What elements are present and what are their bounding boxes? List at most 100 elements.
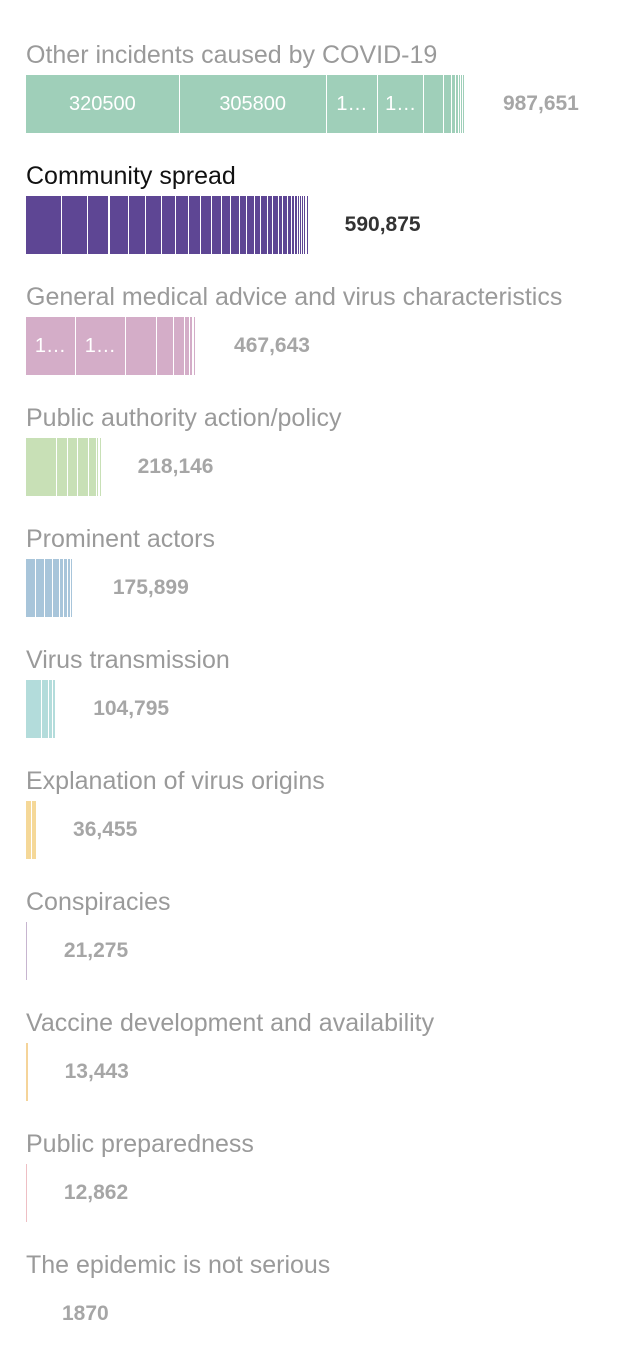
bar-segment[interactable] — [189, 196, 202, 254]
bar-segment[interactable] — [222, 196, 232, 254]
bar-segment[interactable] — [194, 317, 196, 375]
bar-segment[interactable] — [55, 680, 58, 738]
bar-segment[interactable] — [109, 196, 129, 254]
bar-segment[interactable] — [68, 559, 71, 617]
bar-segment[interactable] — [75, 559, 77, 617]
bar-segment[interactable] — [89, 438, 97, 496]
bar-segment[interactable] — [161, 196, 177, 254]
bar-segment[interactable] — [59, 559, 65, 617]
category-bar[interactable]: 320500 305800 1… 1… — [26, 75, 467, 133]
bar-segment[interactable] — [52, 559, 60, 617]
bar-segment[interactable] — [96, 438, 99, 496]
bar-segment[interactable] — [300, 196, 303, 254]
bar-segment[interactable] — [287, 196, 292, 254]
category-bar[interactable] — [26, 1164, 28, 1222]
category-bar[interactable] — [26, 196, 309, 254]
bar-segment[interactable] — [26, 438, 57, 496]
category-row[interactable]: General medical advice and virus charact… — [0, 242, 640, 375]
bar-segment[interactable] — [184, 317, 190, 375]
bar-segment[interactable] — [444, 75, 452, 133]
bar-segment[interactable] — [32, 801, 38, 859]
bar-segment[interactable] — [267, 196, 274, 254]
category-row[interactable]: Conspiracies 21,275 — [0, 847, 640, 980]
bar-segment[interactable] — [128, 196, 146, 254]
bar-segment[interactable] — [176, 196, 190, 254]
bar-segment[interactable] — [283, 196, 288, 254]
bar-segment[interactable] — [26, 922, 28, 980]
bar-segment[interactable] — [451, 75, 457, 133]
bar-segment[interactable] — [156, 317, 175, 375]
bar-segment[interactable] — [72, 559, 74, 617]
bar-segment[interactable] — [304, 196, 307, 254]
bar-segment[interactable]: 1… — [26, 317, 76, 375]
bar-segment[interactable] — [291, 196, 295, 254]
category-bar[interactable] — [26, 559, 78, 617]
bar-segment[interactable] — [465, 75, 467, 133]
bar-segment[interactable] — [247, 196, 255, 254]
bar-segment[interactable] — [26, 559, 37, 617]
bar-segment[interactable] — [26, 1043, 29, 1101]
bar-segment[interactable] — [459, 75, 462, 133]
category-bar[interactable] — [26, 1043, 29, 1101]
bar-segment[interactable] — [294, 196, 298, 254]
category-bar[interactable] — [26, 922, 28, 980]
bar-segment[interactable]: 1… — [326, 75, 379, 133]
bar-segment[interactable] — [254, 196, 262, 254]
bar-segment[interactable] — [201, 196, 213, 254]
bar-segment[interactable] — [53, 680, 56, 738]
bar-segment[interactable] — [456, 75, 460, 133]
bar-segment[interactable] — [26, 1164, 28, 1222]
bar-segment[interactable] — [26, 680, 43, 738]
category-row[interactable]: Public authority action/policy 218,146 — [0, 363, 640, 496]
bar-segment[interactable] — [73, 559, 76, 617]
bar-segment[interactable] — [56, 438, 68, 496]
bar-segment[interactable] — [278, 196, 284, 254]
bar-segment[interactable] — [174, 317, 185, 375]
bar-segment[interactable] — [424, 75, 445, 133]
category-row[interactable]: Prominent actors 175,899 — [0, 484, 640, 617]
bar-segment[interactable] — [302, 196, 305, 254]
bar-segment[interactable] — [273, 196, 279, 254]
bar-segment[interactable] — [45, 559, 53, 617]
bar-segment[interactable] — [36, 559, 46, 617]
bar-segment[interactable] — [145, 196, 162, 254]
category-bar[interactable] — [26, 801, 38, 859]
bar-segment[interactable] — [26, 801, 33, 859]
bar-segment[interactable] — [464, 75, 466, 133]
category-bar[interactable]: 1… 1… — [26, 317, 199, 375]
bar-segment[interactable]: 1… — [378, 75, 424, 133]
bar-segment[interactable] — [48, 680, 54, 738]
bar-segment[interactable] — [307, 196, 309, 254]
category-row[interactable]: Community spread 590,875 — [0, 121, 640, 254]
category-row[interactable]: Vaccine development and availability 13,4… — [0, 968, 640, 1101]
bar-segment[interactable] — [78, 438, 90, 496]
category-bar[interactable] — [26, 680, 58, 738]
category-row[interactable]: Public preparedness 12,862 — [0, 1089, 640, 1222]
bar-segment[interactable] — [70, 559, 73, 617]
bar-segment[interactable] — [261, 196, 268, 254]
category-row[interactable]: Explanation of virus origins 36,455 — [0, 726, 640, 859]
bar-segment[interactable]: 320500 — [26, 75, 180, 133]
bar-segment[interactable] — [100, 438, 102, 496]
bar-segment[interactable] — [42, 680, 49, 738]
bar-segment[interactable] — [197, 317, 199, 375]
category-row[interactable]: Virus transmission 104,795 — [0, 605, 640, 738]
bar-segment[interactable]: 305800 — [179, 75, 327, 133]
bar-segment[interactable] — [26, 196, 63, 254]
bar-segment[interactable] — [239, 196, 248, 254]
bar-segment[interactable] — [189, 317, 193, 375]
bar-segment[interactable] — [231, 196, 240, 254]
bar-segment[interactable] — [125, 317, 157, 375]
bar-segment[interactable] — [463, 75, 465, 133]
bar-segment[interactable] — [76, 559, 78, 617]
category-row[interactable]: The epidemic is not serious 1870 — [0, 1210, 640, 1331]
bar-segment[interactable] — [212, 196, 223, 254]
bar-segment[interactable] — [98, 438, 101, 496]
bar-segment[interactable]: 1… — [75, 317, 126, 375]
bar-segment[interactable] — [306, 196, 308, 254]
bar-segment[interactable] — [195, 317, 198, 375]
category-bar[interactable] — [26, 438, 102, 496]
bar-segment[interactable] — [64, 559, 69, 617]
bar-segment[interactable] — [192, 317, 195, 375]
bar-segment[interactable] — [62, 196, 89, 254]
